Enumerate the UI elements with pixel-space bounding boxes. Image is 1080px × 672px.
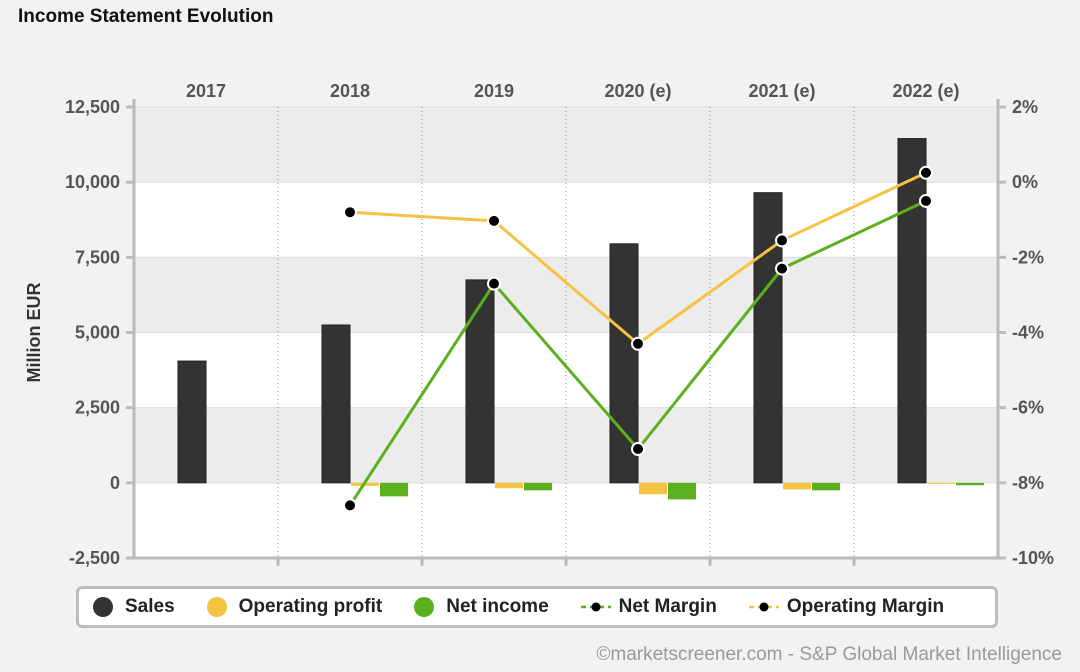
bar-sales	[321, 324, 351, 484]
plot-band	[134, 257, 998, 333]
bar-sales	[177, 360, 207, 484]
y-tick-label: 10,000	[65, 172, 120, 192]
x-category-label: 2019	[474, 81, 514, 101]
point-net-margin	[487, 276, 501, 291]
legend-label-operating-margin: Operating Margin	[786, 596, 945, 617]
point-net-margin	[775, 261, 789, 276]
legend-label-sales: Sales	[125, 596, 175, 617]
y-tick-label: 5,000	[75, 323, 120, 343]
y2-tick-label: 2%	[1012, 97, 1038, 117]
y2-tick-label: -8%	[1012, 473, 1044, 493]
point-net-margin	[919, 193, 933, 208]
legend-swatch-sales	[93, 597, 113, 617]
chart-title: Income Statement Evolution	[18, 6, 274, 27]
chart-legend: Sales Operating profit Net income Net Ma…	[76, 586, 998, 628]
bar-sales	[465, 279, 495, 484]
bar-net-income	[956, 482, 984, 486]
y-tick-label: 2,500	[75, 398, 120, 418]
legend-label-operating-profit: Operating profit	[238, 596, 383, 617]
x-category-label: 2020 (e)	[604, 81, 671, 101]
source-credit: ©marketscreener.com - S&P Global Market …	[596, 644, 1062, 665]
y2-tick-label: -2%	[1012, 247, 1044, 267]
y-tick-label: 7,500	[75, 247, 120, 267]
legend-item-net-margin[interactable]: Net Margin	[580, 596, 717, 618]
bar-operating-profit	[927, 482, 955, 484]
legend-item-operating-margin[interactable]: Operating Margin	[748, 596, 945, 618]
y-tick-label: -2,500	[69, 548, 120, 568]
y-tick-label: 12,500	[65, 97, 120, 117]
y2-tick-label: -4%	[1012, 323, 1044, 343]
legend-item-net-income[interactable]: Net income	[414, 596, 549, 618]
legend-label-net-margin: Net Margin	[618, 596, 717, 617]
point-operating-margin	[343, 205, 357, 220]
point-net-margin	[631, 442, 645, 457]
x-category-label: 2022 (e)	[892, 81, 959, 101]
point-operating-margin	[919, 165, 933, 180]
x-category-label: 2017	[186, 81, 226, 101]
legend-swatch-net-margin	[580, 602, 611, 612]
legend-item-sales[interactable]: Sales	[93, 596, 175, 618]
point-operating-margin	[487, 213, 501, 228]
legend-label-net-income: Net income	[446, 596, 549, 617]
income-chart: -2,500 0 2,500 5,000 7,500 10,000 12,500 -10% -8…	[24, 81, 1054, 568]
y2-tick-label: -10%	[1012, 548, 1054, 568]
bar-net-income	[812, 482, 840, 491]
y-tick-label: 0	[110, 473, 120, 493]
x-category-label: 2021 (e)	[748, 81, 815, 101]
y-axis-title: Million EUR	[24, 283, 44, 383]
bar-operating-profit	[639, 482, 667, 495]
bar-net-income	[668, 482, 696, 500]
legend-item-operating-profit[interactable]: Operating profit	[206, 596, 383, 618]
bar-operating-profit	[783, 482, 811, 490]
bar-sales	[897, 138, 927, 484]
point-operating-margin	[631, 336, 645, 351]
bar-operating-profit	[495, 482, 523, 489]
bar-net-income	[524, 482, 552, 491]
y2-tick-label: 0%	[1012, 172, 1038, 192]
legend-swatch-operating-margin	[748, 602, 779, 612]
plot-band	[134, 107, 998, 183]
x-category-label: 2018	[330, 81, 370, 101]
legend-swatch-operating-profit	[206, 597, 227, 617]
point-operating-margin	[775, 233, 789, 248]
legend-swatch-net-income	[414, 597, 435, 617]
y2-tick-label: -6%	[1012, 398, 1044, 418]
point-net-margin	[343, 498, 357, 513]
bar-net-income	[380, 482, 408, 497]
plot-band	[134, 407, 998, 483]
